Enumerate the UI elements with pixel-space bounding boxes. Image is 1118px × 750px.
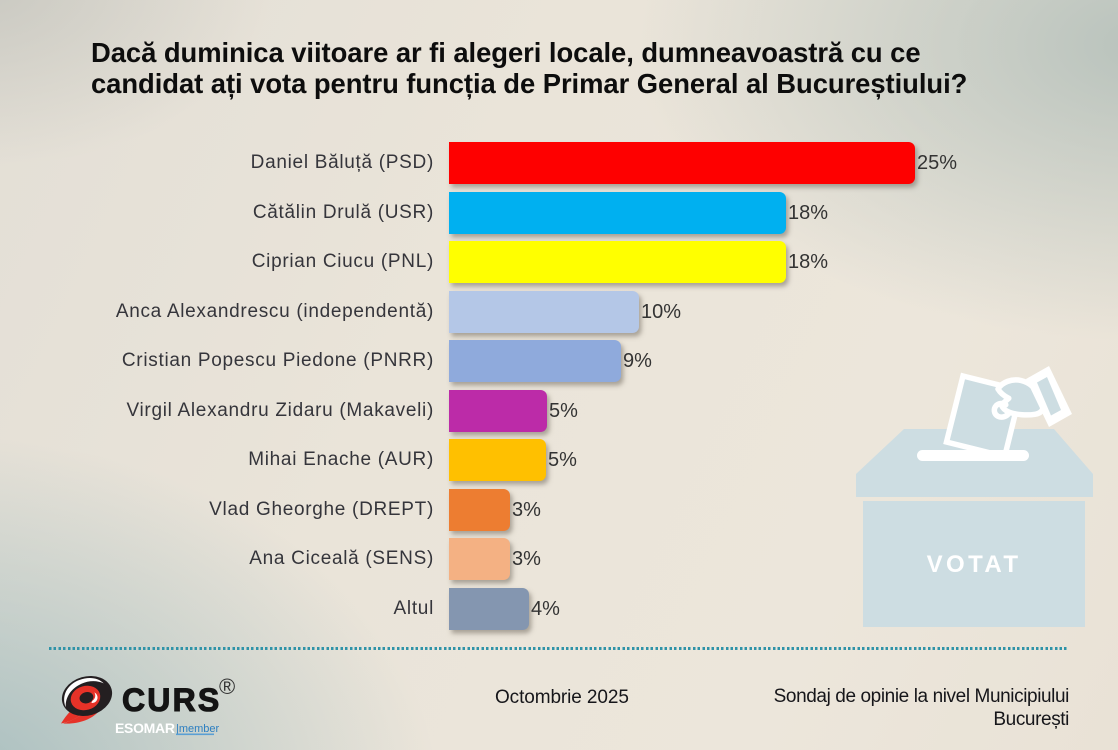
svg-text:CURS: CURS	[122, 682, 221, 718]
svg-text:ESOMAR: ESOMAR	[115, 720, 175, 736]
svg-text:|member: |member	[176, 723, 220, 735]
svg-text:VOTAT: VOTAT	[927, 551, 1022, 578]
svg-text:®: ®	[219, 674, 235, 699]
